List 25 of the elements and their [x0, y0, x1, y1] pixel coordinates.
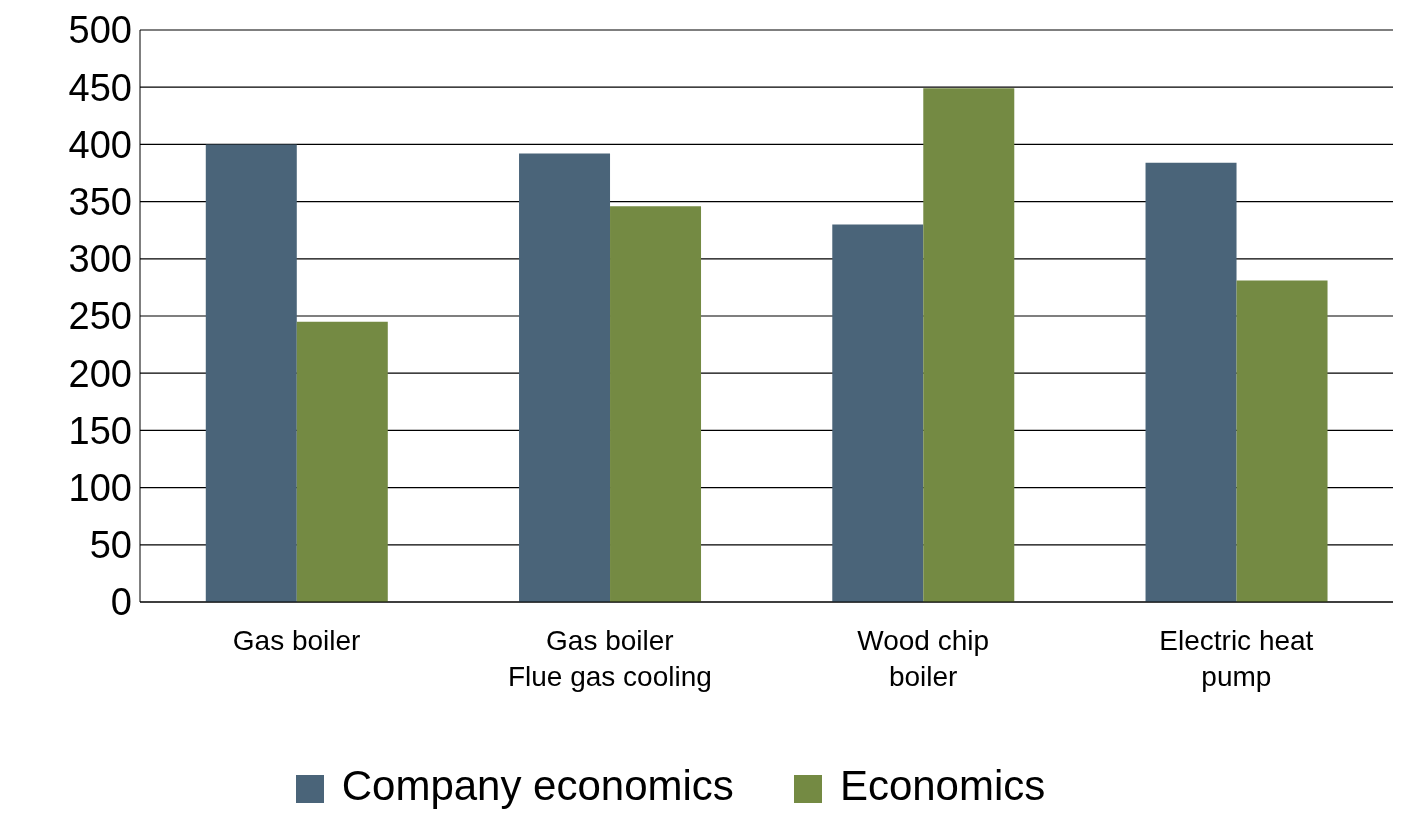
x-tick-label: Gas boiler — [232, 625, 361, 656]
legend-label: Company economics — [341, 762, 734, 809]
bar — [923, 88, 1015, 602]
y-tick-label: 500 — [68, 9, 132, 52]
y-tick-label: 200 — [68, 352, 132, 395]
y-tick-label: 50 — [89, 524, 132, 567]
x-tick-label: Wood chip boiler — [857, 625, 990, 692]
y-tick-label: 150 — [68, 409, 132, 452]
y-tick-label: 100 — [68, 467, 132, 510]
bar — [296, 321, 388, 602]
y-tick-label: 0 — [110, 581, 132, 624]
y-tick-label: 350 — [68, 181, 132, 224]
bar — [205, 144, 297, 602]
x-tick-label: Gas boiler Flue gas cooling — [507, 625, 712, 692]
legend-label: Economics — [839, 762, 1046, 809]
y-tick-label: 400 — [68, 123, 132, 166]
bar — [832, 224, 924, 602]
y-tick-label: 250 — [68, 295, 132, 338]
bar — [610, 206, 702, 602]
bar — [1145, 162, 1237, 602]
y-tick-label: 450 — [68, 66, 132, 109]
y-tick-label: 300 — [68, 238, 132, 281]
x-tick-label: Electric heat pump — [1159, 625, 1314, 692]
bar — [1236, 280, 1328, 602]
bar — [519, 153, 611, 602]
